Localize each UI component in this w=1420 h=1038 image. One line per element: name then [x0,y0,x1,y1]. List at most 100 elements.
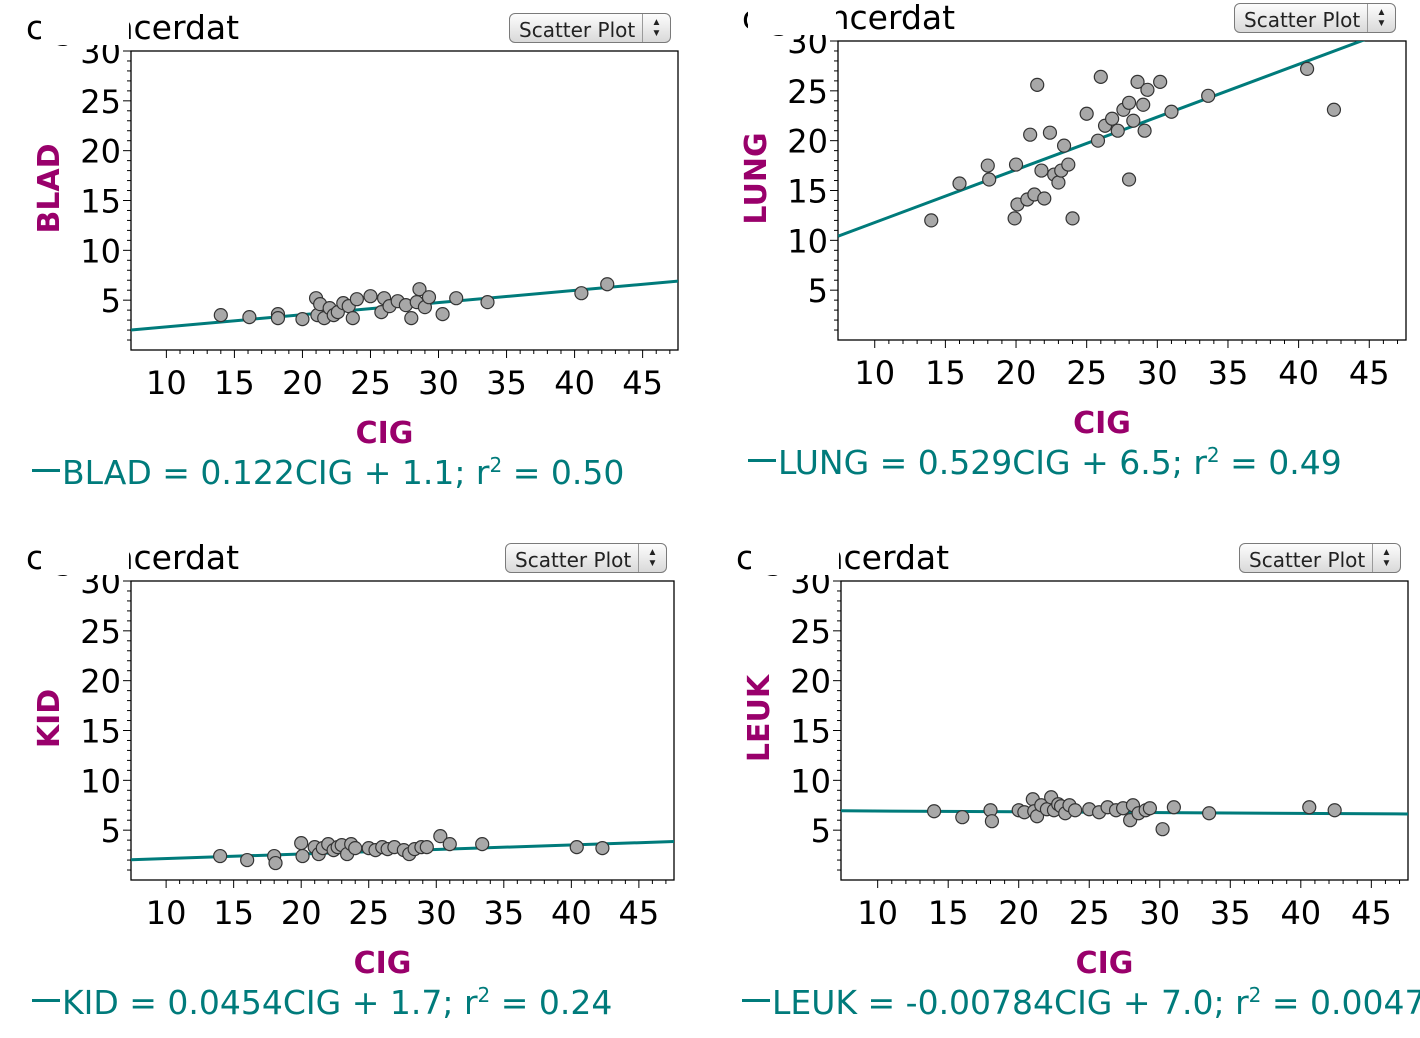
y-axis-label: BLAD [32,143,67,233]
data-point [1007,211,1022,226]
equation-exponent: 2 [477,983,491,1007]
x-tick-label: 10 [146,894,187,932]
x-tick-label: 35 [486,364,527,402]
equation-exponent: 2 [1206,443,1220,467]
data-point [955,810,970,825]
data-point [1065,211,1080,226]
data-point [1126,113,1141,128]
x-tick-label: 10 [857,894,898,932]
data-point [1121,95,1137,110]
x-tick-label: 25 [1069,894,1110,932]
plot-type-label: Scatter Plot [1249,548,1366,572]
x-tick-label: 15 [928,894,969,932]
regression-equation: KID = 0.0454CIG + 1.7; r2 = 0.24 [32,983,612,1022]
x-tick-label: 30 [418,364,459,402]
regression-line-legend-icon [32,999,60,1002]
data-point [349,292,364,307]
y-tick-label: 20 [787,123,828,161]
x-tick-label: 40 [554,364,595,402]
equation-text: KID = 0.0454CIG + 1.7; r [62,983,478,1022]
x-tick-label: 40 [551,894,592,932]
regression-line-legend-icon [742,999,770,1002]
data-point [1079,106,1094,121]
equation-text: LEUK = -0.00784CIG + 7.0; r [772,983,1249,1022]
x-tick-label: 35 [483,894,524,932]
y-tick-label: 20 [80,663,121,701]
x-tick-label: 10 [146,364,187,402]
plot-frame [130,580,675,881]
title-strip-mask [751,538,839,575]
x-tick-label: 40 [1278,354,1319,392]
data-point [1130,74,1145,89]
data-point [926,804,942,819]
x-tick-label: 30 [1137,354,1178,392]
data-point [924,213,939,228]
y-tick-label: 5 [808,272,828,310]
y-tick-label: 10 [80,232,121,270]
data-point [574,286,589,301]
data-point [295,848,310,864]
data-point [433,829,448,844]
data-point [412,282,427,297]
y-axis-label: LEUK [742,673,777,762]
data-point [1023,127,1038,142]
data-point [242,310,257,325]
data-point [363,289,378,304]
y-tick-label: 10 [790,762,831,800]
title-strip-mask [41,8,129,45]
data-point [295,312,310,327]
data-point [1034,163,1049,178]
plot-frame [837,40,1407,341]
data-point [1201,88,1216,103]
data-point [600,277,615,292]
y-tick-label: 10 [787,222,828,260]
data-point [480,295,495,310]
x-tick-label: 45 [1349,354,1390,392]
title-strip-mask [748,0,836,35]
x-tick-label: 45 [622,364,663,402]
data-point [1030,77,1045,92]
x-tick-label: 35 [1208,354,1249,392]
data-point [982,172,997,187]
plot-type-label: Scatter Plot [519,18,636,42]
plot-type-menu[interactable]: Scatter Plot ▲ ▼ [505,543,667,573]
equation-exponent: 2 [489,453,503,477]
x-tick-label: 45 [619,894,660,932]
panel-blad: cigcancerdat Scatter Plot ▲ ▼ 10 15 20 25 30 3… [26,8,716,508]
data-point [419,840,434,855]
data-point [1140,82,1155,97]
x-tick-label: 30 [1139,894,1180,932]
y-tick-label: 20 [790,663,831,701]
data-point [435,307,450,322]
up-down-arrows-icon: ▲ ▼ [638,544,666,572]
regression-line-legend-icon [32,469,60,472]
data-point [1155,822,1170,837]
x-tick-label: 20 [998,894,1039,932]
data-point [1110,123,1125,138]
y-tick-label: 15 [80,713,121,751]
equation-text: LUNG = 0.529CIG + 6.5; r [778,443,1207,482]
data-point [421,290,437,305]
y-tick-label: 15 [790,713,831,751]
x-tick-label: 25 [350,364,391,402]
data-point [1042,125,1058,140]
plot-type-menu[interactable]: Scatter Plot ▲ ▼ [509,13,671,43]
data-point [569,840,584,855]
data-point [1090,133,1106,148]
plot-type-menu[interactable]: Scatter Plot ▲ ▼ [1239,543,1401,573]
regression-line-legend-icon [748,459,776,462]
x-tick-label: 20 [996,354,1037,392]
data-point [1164,104,1179,119]
x-tick-label: 30 [416,894,457,932]
x-tick-label: 35 [1210,894,1251,932]
y-tick-label: 15 [80,183,121,221]
data-point [1299,61,1315,77]
y-axis-label: KID [32,689,67,748]
title-strip-mask [41,538,129,575]
data-point [1056,138,1072,153]
data-point [475,837,490,852]
data-point [1136,97,1151,112]
plot-type-menu[interactable]: Scatter Plot ▲ ▼ [1234,3,1396,33]
